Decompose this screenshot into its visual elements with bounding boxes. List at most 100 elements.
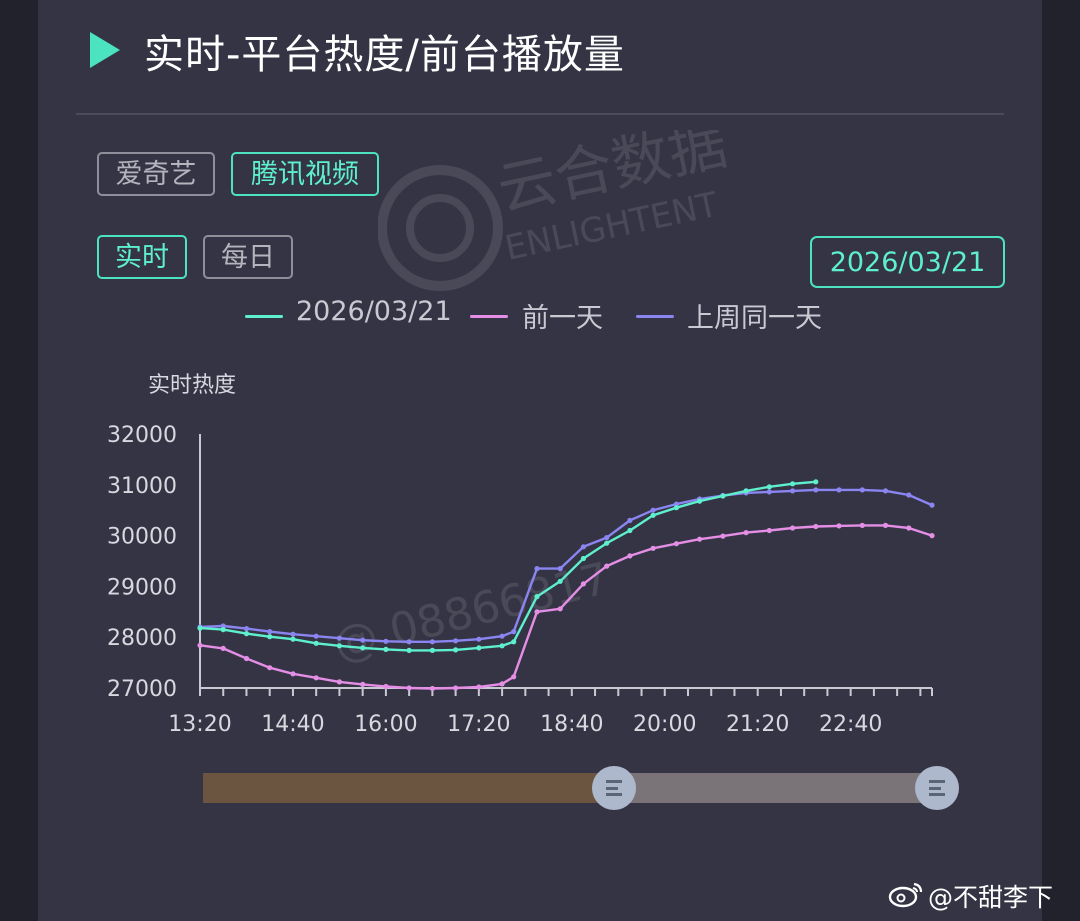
y-tick-label: 27000 <box>107 677 177 702</box>
series-point-last-week <box>627 517 633 524</box>
series-point-last-week <box>836 487 842 493</box>
series-point-today <box>197 625 203 631</box>
range-slider-handle-start[interactable] <box>592 766 637 810</box>
y-tick-label: 31000 <box>107 474 177 499</box>
series-point-today <box>790 481 796 487</box>
series-point-prev-day <box>650 545 656 551</box>
series-point-prev-day <box>882 522 889 529</box>
series-point-last-week <box>557 566 563 572</box>
legend-label-last-week[interactable]: 上周同一天 <box>687 303 822 334</box>
series-point-today <box>604 540 610 546</box>
series-point-today <box>360 645 366 651</box>
series-point-prev-day <box>813 523 819 530</box>
page-title: 实时-平台热度/前台播放量 <box>144 32 625 78</box>
y-tick-label: 32000 <box>107 423 177 448</box>
series-point-prev-day <box>429 685 435 692</box>
series-point-prev-day <box>580 581 587 587</box>
series-point-last-week <box>534 566 540 572</box>
series-point-last-week <box>406 639 412 645</box>
series-point-prev-day <box>697 536 703 542</box>
tab-daily[interactable]: 每日 <box>203 235 293 279</box>
series-point-today <box>511 639 517 645</box>
series-point-last-week <box>813 487 819 493</box>
legend-label-today[interactable]: 2026/03/21 <box>296 296 452 327</box>
series-point-last-week <box>650 507 656 513</box>
series-point-prev-day <box>267 665 273 671</box>
series-point-today <box>580 555 587 562</box>
tab-iqiyi[interactable]: 爱奇艺 <box>97 152 215 196</box>
series-point-last-week <box>243 626 250 632</box>
x-tick-label: 16:00 <box>354 712 417 737</box>
series-point-last-week <box>604 535 610 541</box>
series-point-prev-day <box>453 685 459 691</box>
footer-credit: @不甜李下 <box>928 883 1054 912</box>
series-point-today <box>313 640 319 646</box>
series-point-today <box>673 505 680 511</box>
series-point-last-week <box>673 501 680 507</box>
series-point-last-week <box>790 488 796 494</box>
legend-label-prev-day[interactable]: 前一天 <box>522 303 603 334</box>
chart-legend: 2026/03/21 前一天 上周同一天 <box>38 296 1042 336</box>
y-tick-label: 28000 <box>107 626 177 651</box>
series-point-last-week <box>929 502 935 508</box>
series-point-last-week <box>476 636 482 642</box>
legend-swatch-prev-day <box>470 315 508 318</box>
series-point-today <box>453 647 459 653</box>
series-point-prev-day <box>290 671 296 677</box>
series-point-today <box>290 636 296 642</box>
line-chart: 实时热度 27000 28000 29000 30000 31000 32000 13:20 1… <box>107 373 935 737</box>
series-point-prev-day <box>197 642 203 648</box>
series-point-prev-day <box>336 679 342 685</box>
series-point-prev-day <box>243 655 250 662</box>
tab-realtime[interactable]: 实时 <box>97 235 187 279</box>
x-tick-label: 18:40 <box>540 712 603 737</box>
series-point-last-week <box>383 638 389 644</box>
series-point-today <box>336 643 342 649</box>
range-slider-handle-end[interactable] <box>915 766 959 810</box>
series-point-prev-day <box>929 533 935 539</box>
header-divider <box>76 113 1004 115</box>
series-point-prev-day <box>406 685 412 691</box>
series-point-last-week <box>220 623 226 629</box>
series-point-prev-day <box>534 609 540 615</box>
series-point-today <box>557 578 563 584</box>
series-point-today <box>220 627 226 633</box>
y-axis-label: 实时热度 <box>148 373 236 398</box>
series-point-today <box>650 512 656 518</box>
series-point-last-week <box>511 629 517 635</box>
x-tick-label: 22:40 <box>819 712 882 737</box>
series-point-last-week <box>336 635 342 641</box>
y-tick-label: 30000 <box>107 525 177 550</box>
series-point-prev-day <box>499 681 505 687</box>
series-point-today <box>243 631 250 637</box>
tab-tencent-video[interactable]: 腾讯视频 <box>231 152 379 196</box>
series-point-last-week <box>499 633 505 639</box>
series-point-today <box>429 647 435 654</box>
series-point-last-week <box>429 639 435 645</box>
panel-header: 实时-平台热度/前台播放量 <box>38 0 1042 112</box>
series-point-today <box>406 647 412 654</box>
series-point-today <box>720 493 726 499</box>
series-point-prev-day <box>743 530 749 536</box>
weibo-icon <box>888 882 923 908</box>
series-point-last-week <box>580 544 587 550</box>
date-picker-button[interactable]: 2026/03/21 <box>810 236 1005 288</box>
series-point-last-week <box>360 637 366 643</box>
series-point-prev-day <box>627 553 633 559</box>
range-slider-selected <box>203 773 615 803</box>
range-slider[interactable] <box>203 766 959 810</box>
series-point-prev-day <box>511 674 517 680</box>
series-point-today <box>697 498 703 504</box>
series-point-prev-day <box>557 606 563 612</box>
series-line-today <box>199 480 816 652</box>
series-point-today <box>743 488 749 494</box>
series-point-today <box>766 484 772 490</box>
range-slider-unselected <box>614 773 937 803</box>
series-point-last-week <box>453 638 459 644</box>
series-point-today <box>383 646 389 653</box>
series-point-prev-day <box>790 525 796 531</box>
x-tick-label: 21:20 <box>726 712 789 737</box>
play-icon <box>90 32 120 68</box>
series-point-last-week <box>290 631 296 637</box>
